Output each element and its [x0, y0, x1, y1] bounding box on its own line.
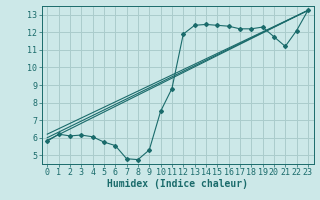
X-axis label: Humidex (Indice chaleur): Humidex (Indice chaleur) — [107, 179, 248, 189]
